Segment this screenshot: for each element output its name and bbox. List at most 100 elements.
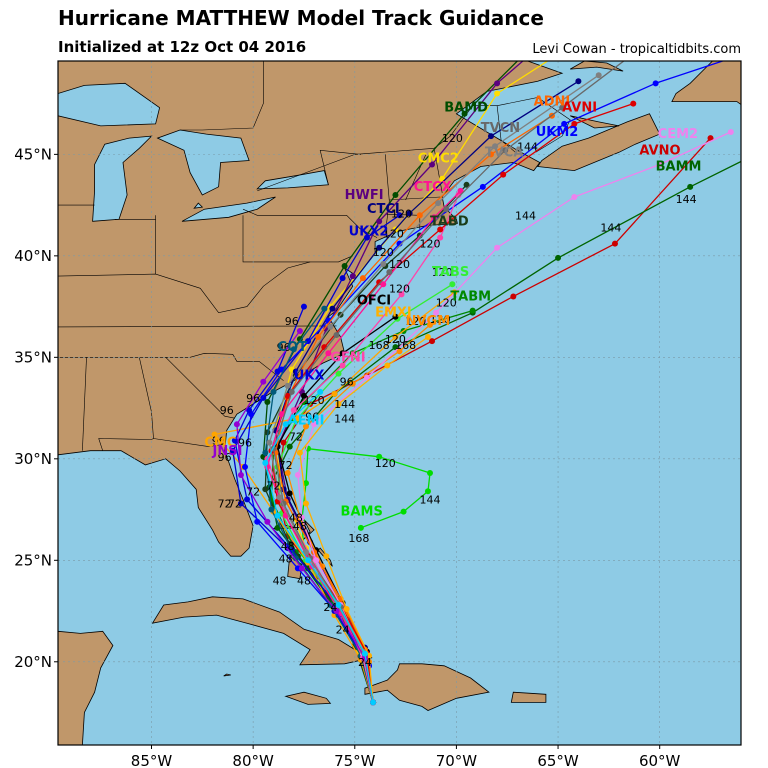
model-label: BAMM xyxy=(656,160,702,175)
track-point xyxy=(302,549,309,556)
hour-label: 48 xyxy=(289,512,303,525)
lat-tick-label: 45°N xyxy=(14,145,52,163)
hour-label: 120 xyxy=(389,282,410,295)
track-point xyxy=(443,206,450,213)
track-point xyxy=(392,313,399,320)
track-point xyxy=(396,212,403,219)
state-border xyxy=(319,149,361,185)
track-point xyxy=(264,398,271,405)
track-point xyxy=(327,323,334,330)
track-point xyxy=(329,305,336,312)
axis-ticks: 85°W 80°W 75°W 70°W 65°W 60°W 20°N 25°N 30°N 35°N… xyxy=(14,145,680,768)
track-point xyxy=(343,606,350,613)
track-point xyxy=(313,557,320,564)
track-point xyxy=(626,54,632,60)
lon-tick-label: 60°W xyxy=(639,752,681,768)
track-point xyxy=(302,480,309,487)
track-point xyxy=(286,443,293,450)
model-label: UKX xyxy=(294,369,325,384)
track-point xyxy=(339,275,346,282)
track-point xyxy=(296,449,303,456)
lat-tick-label: 25°N xyxy=(14,551,52,569)
track-point xyxy=(437,226,444,233)
track-point xyxy=(323,553,330,560)
track-point xyxy=(492,143,499,150)
track-point xyxy=(357,524,364,531)
track-point xyxy=(254,518,261,525)
model-label: NVGM xyxy=(406,314,451,329)
track-point xyxy=(707,135,714,142)
cayman xyxy=(223,673,231,677)
chart-title: Hurricane MATTHEW Model Track Guidance xyxy=(58,6,544,30)
model-label: HWFI xyxy=(345,188,384,203)
track-line xyxy=(287,324,431,703)
track-point xyxy=(276,494,283,501)
map-frame xyxy=(57,60,742,746)
model-label: TVCA xyxy=(485,145,524,160)
state-border xyxy=(385,154,390,234)
track-point xyxy=(333,608,340,615)
state-border xyxy=(389,196,441,201)
hour-label: 72 xyxy=(279,459,293,472)
track-point xyxy=(559,104,566,111)
model-label: TABM xyxy=(450,290,491,305)
track-point xyxy=(748,153,754,159)
hour-label: 144 xyxy=(334,412,355,425)
track-point xyxy=(302,500,309,507)
hour-label: 72 xyxy=(228,498,242,511)
track-point xyxy=(392,191,399,198)
hour-label: 120 xyxy=(430,313,451,326)
hour-label: 168 xyxy=(348,532,369,545)
track-point xyxy=(325,350,332,357)
hour-label: 144 xyxy=(515,209,536,222)
track-point xyxy=(502,147,509,154)
track-point xyxy=(424,488,431,495)
track-point xyxy=(270,388,277,395)
track-line xyxy=(268,74,600,703)
hour-label: 120 xyxy=(389,258,410,271)
lake-huron xyxy=(156,129,250,196)
track-point xyxy=(361,650,368,657)
model-label: AVNI xyxy=(562,101,597,116)
pei xyxy=(570,115,620,129)
lon-tick-label: 70°W xyxy=(436,752,478,768)
model-label: AVNO xyxy=(639,143,680,158)
track-point xyxy=(363,234,370,241)
state-border xyxy=(242,208,378,238)
model-labels: AVNOBAMMBAMSBAMDTABMTABDTABSCMC2CMCHWFIC… xyxy=(204,95,701,520)
state-border xyxy=(385,213,420,216)
credit-text: Levi Cowan - tropicaltidbits.com xyxy=(532,42,741,57)
model-label: CTCI xyxy=(367,202,400,217)
track-point xyxy=(292,555,299,562)
track-tvca xyxy=(266,72,602,706)
track-point xyxy=(296,327,303,334)
hour-label: 120 xyxy=(442,132,463,145)
track-point xyxy=(290,346,297,353)
track-point xyxy=(359,275,366,282)
state-border xyxy=(165,357,235,419)
hour-label: 120 xyxy=(375,457,396,470)
model-label: OFCI xyxy=(357,294,391,309)
state-border xyxy=(58,325,337,328)
hour-label: 96 xyxy=(218,451,232,464)
track-point xyxy=(274,524,281,531)
track-point xyxy=(290,407,297,414)
track-point xyxy=(435,200,442,207)
track-point xyxy=(284,382,291,389)
model-label: BAMS xyxy=(341,505,383,520)
lat-tick-label: 35°N xyxy=(14,348,52,366)
lake-erie xyxy=(181,196,276,222)
hour-label: 120 xyxy=(391,207,412,220)
state-border xyxy=(497,97,571,153)
track-point xyxy=(262,486,269,493)
hour-label: 48 xyxy=(293,520,307,533)
track-point xyxy=(327,601,334,608)
hour-label: 120 xyxy=(385,333,406,346)
track-point xyxy=(268,506,275,513)
puerto-rico xyxy=(510,691,547,703)
track-point xyxy=(386,269,393,276)
track-point xyxy=(335,401,342,408)
hour-label: 24 xyxy=(358,656,372,669)
track-point xyxy=(237,500,244,507)
hour-label: 144 xyxy=(676,193,697,206)
